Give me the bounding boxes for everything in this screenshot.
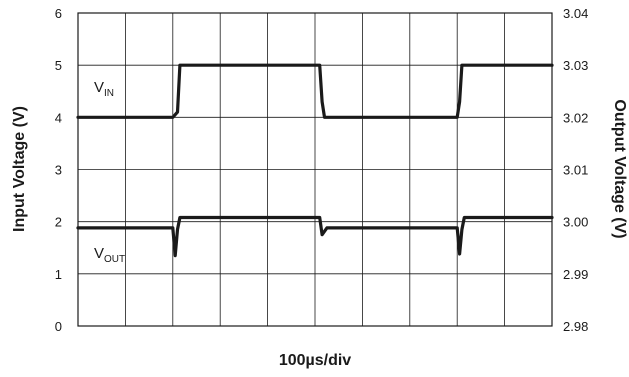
right-axis-ticks: 2.98 2.99 3.00 3.01 3.02 3.03 3.04	[563, 6, 588, 334]
grid	[78, 13, 552, 326]
y-left-tick-label: 6	[55, 6, 62, 21]
y-left-tick-label: 3	[55, 163, 62, 178]
series-line-v-out	[76, 215, 554, 258]
series-label-vin: VIN	[94, 79, 114, 99]
y-left-tick-label: 2	[55, 215, 62, 230]
y-left-tick-label: 1	[55, 267, 62, 282]
y-right-tick-label: 2.99	[563, 267, 588, 282]
left-axis-ticks: 0 1 2 3 4 5 6	[55, 6, 62, 334]
y-right-tick-label: 3.02	[563, 110, 588, 125]
plot-frame	[77, 12, 553, 327]
series-lines	[76, 63, 554, 258]
series-label-vout: VOUT	[94, 245, 125, 265]
y-right-tick-label: 3.01	[563, 163, 588, 178]
y-axis-left-title: Input Voltage (V)	[11, 106, 28, 232]
y-right-tick-label: 3.04	[563, 6, 588, 21]
series-line-v-in	[76, 63, 554, 119]
y-left-tick-label: 0	[55, 319, 62, 334]
y-right-tick-label: 2.98	[563, 319, 588, 334]
y-left-tick-label: 5	[55, 58, 62, 73]
y-right-tick-label: 3.00	[563, 215, 588, 230]
y-left-tick-label: 4	[55, 110, 62, 125]
y-axis-right-title: Output Voltage (V)	[611, 99, 628, 238]
x-axis-title: 100µs/div	[279, 352, 351, 369]
y-right-tick-label: 3.03	[563, 58, 588, 73]
